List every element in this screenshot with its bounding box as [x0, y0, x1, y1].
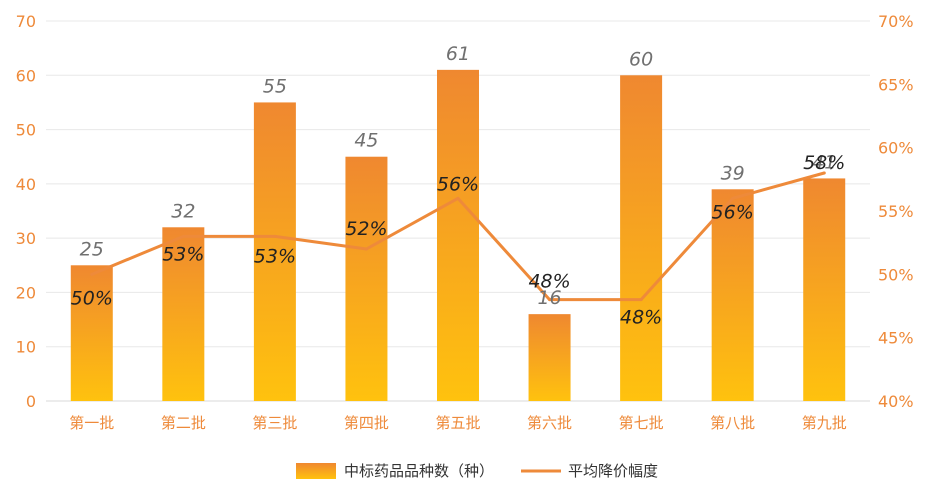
left-axis-tick-label: 0	[26, 392, 36, 411]
right-axis-tick-label: 70%	[878, 12, 914, 31]
bar-value-label: 16	[537, 287, 561, 309]
bar-value-label: 61	[446, 43, 470, 65]
bar	[437, 69, 479, 401]
x-axis-tick-label: 第一批	[69, 414, 114, 432]
line-value-label: 50%	[71, 287, 113, 309]
right-axis-tick-label: 50%	[878, 265, 914, 284]
line-point	[90, 272, 94, 276]
x-axis-tick-label: 第四批	[344, 414, 389, 432]
line-value-label: 53%	[162, 243, 204, 265]
x-axis-tick-label: 第三批	[252, 414, 297, 432]
line-value-label: 53%	[254, 245, 296, 267]
bar-value-label: 32	[171, 200, 195, 222]
line-value-label: 48%	[620, 307, 662, 329]
line-point	[639, 298, 643, 302]
legend-line-label: 平均降价幅度	[568, 462, 658, 480]
bar	[528, 314, 571, 401]
x-axis: 第一批 第二批 第三批 第四批 第五批 第六批 第七批 第八批 第九批	[69, 414, 846, 432]
data-labels: 25 32 55 45 61 16 60 39 41 50% 53% 53% 52% 56% 48% 48% 5…	[71, 43, 846, 329]
left-axis-tick-label: 10	[16, 338, 36, 357]
bar	[803, 178, 846, 401]
bar-value-label: 39	[721, 162, 745, 184]
right-axis-tick-label: 45%	[878, 329, 914, 348]
left-axis-tick-label: 70	[16, 12, 36, 31]
bar-value-label: 60	[629, 48, 653, 70]
x-axis-tick-label: 第七批	[619, 414, 664, 432]
line-value-label: 52%	[345, 218, 387, 240]
left-axis-tick-label: 20	[16, 283, 36, 302]
legend-bar-swatch	[296, 463, 336, 479]
line-point	[822, 171, 826, 175]
line-point	[181, 234, 185, 238]
bar	[70, 265, 113, 401]
line-value-label: 58%	[803, 152, 845, 174]
right-axis-tick-label: 55%	[878, 202, 914, 221]
x-axis-tick-label: 第九批	[802, 414, 847, 432]
right-y-axis: 40% 45% 50% 55% 60% 65% 70%	[878, 12, 914, 411]
legend-bar-label: 中标药品品种数（种）	[344, 462, 494, 480]
bar-value-label: 41	[812, 151, 836, 173]
line-point	[731, 196, 735, 200]
x-axis-tick-label: 第五批	[435, 414, 480, 432]
x-axis-tick-label: 第八批	[710, 414, 755, 432]
bar-series	[70, 69, 846, 402]
x-axis-tick-label: 第六批	[527, 414, 572, 432]
left-axis-tick-label: 60	[16, 66, 36, 85]
x-axis-tick-label: 第二批	[161, 414, 206, 432]
line-value-label: 48%	[528, 271, 570, 293]
right-axis-tick-label: 65%	[878, 75, 914, 94]
line-point	[364, 247, 368, 251]
line-point	[273, 234, 277, 238]
bar	[620, 75, 663, 402]
left-axis-tick-label: 50	[16, 121, 36, 140]
line-series	[90, 171, 826, 302]
left-y-axis: 0 10 20 30 40 50 60 70	[16, 12, 36, 411]
line-point	[456, 196, 460, 200]
right-axis-tick-label: 60%	[878, 139, 914, 158]
left-axis-tick-label: 30	[16, 229, 36, 248]
bar-value-label: 45	[354, 130, 378, 152]
bar	[345, 156, 388, 401]
line-value-label: 56%	[437, 173, 479, 195]
bar-value-label: 25	[80, 238, 104, 260]
line-point	[548, 298, 552, 302]
right-axis-tick-label: 40%	[878, 392, 914, 411]
bar	[162, 227, 205, 401]
bar-value-label: 55	[263, 75, 287, 97]
line-value-label: 56%	[712, 201, 754, 223]
bar	[711, 189, 754, 401]
legend: 中标药品品种数（种） 平均降价幅度	[296, 462, 658, 480]
left-axis-tick-label: 40	[16, 175, 36, 194]
bar	[253, 102, 296, 401]
